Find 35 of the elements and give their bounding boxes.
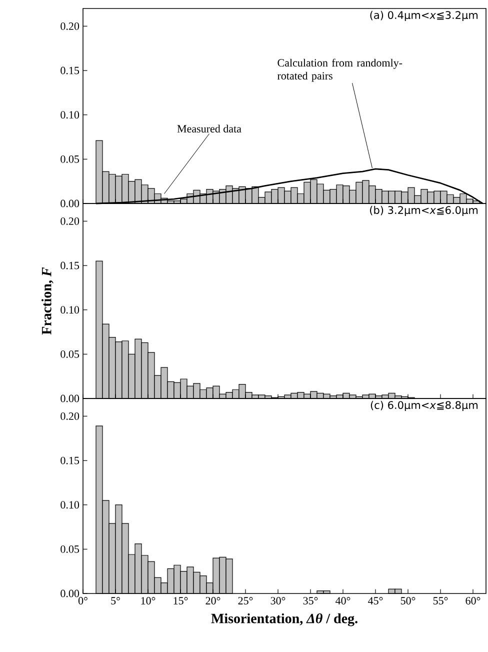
y-tick-label: 0.20 [60,22,80,30]
x-tick-label: 50° [400,597,416,604]
x-axis-title: Misorientation, Δθ / deg. [211,613,358,626]
annotation: Measured data [177,124,242,132]
y-tick-label: 0.05 [60,545,80,553]
x-tick-label: 45° [368,597,383,604]
chart-title: (a) 0.4μm<x≦3.2μm [370,10,478,22]
x-tick-label: 30° [270,597,286,604]
y-tick-label: 0.10 [60,501,80,509]
y-tick-label: 0.15 [60,456,80,464]
x-tick-label: 55° [433,597,448,604]
y-tick-label: 0.05 [60,350,80,358]
x-tick-label: 15° [174,597,188,604]
y-tick-label: 0.00 [60,590,80,598]
chart-title: (b) 3.2μm<x≦6.0μm [370,206,478,216]
annotation: Calculation from randomly-rotated pairs [277,58,402,82]
y-tick-label: 0.10 [60,111,80,119]
y-axis-title: Fraction, F [41,267,54,335]
y-tick-label: 0.20 [60,217,80,225]
x-tick-label: 25° [238,597,253,604]
y-tick-label: 0.20 [60,412,80,420]
x-tick-label: 20° [206,597,220,604]
y-tick-label: 0.00 [60,394,80,402]
y-tick-label: 0.15 [60,262,80,270]
x-tick-label: 0° [78,597,88,604]
x-tick-label: 40° [336,597,350,604]
chart-title: (c) 6.0μm<x≦8.8μm [370,400,478,412]
y-tick-label: 0.10 [60,306,80,314]
y-tick-label: 0.15 [60,66,80,74]
x-tick-label: 35° [303,597,318,604]
x-tick-label: 60° [466,597,480,604]
y-tick-label: 0.05 [60,155,80,163]
y-tick-label: 0.00 [60,200,80,208]
x-tick-label: 5° [111,597,120,604]
x-tick-label: 10° [141,597,156,604]
